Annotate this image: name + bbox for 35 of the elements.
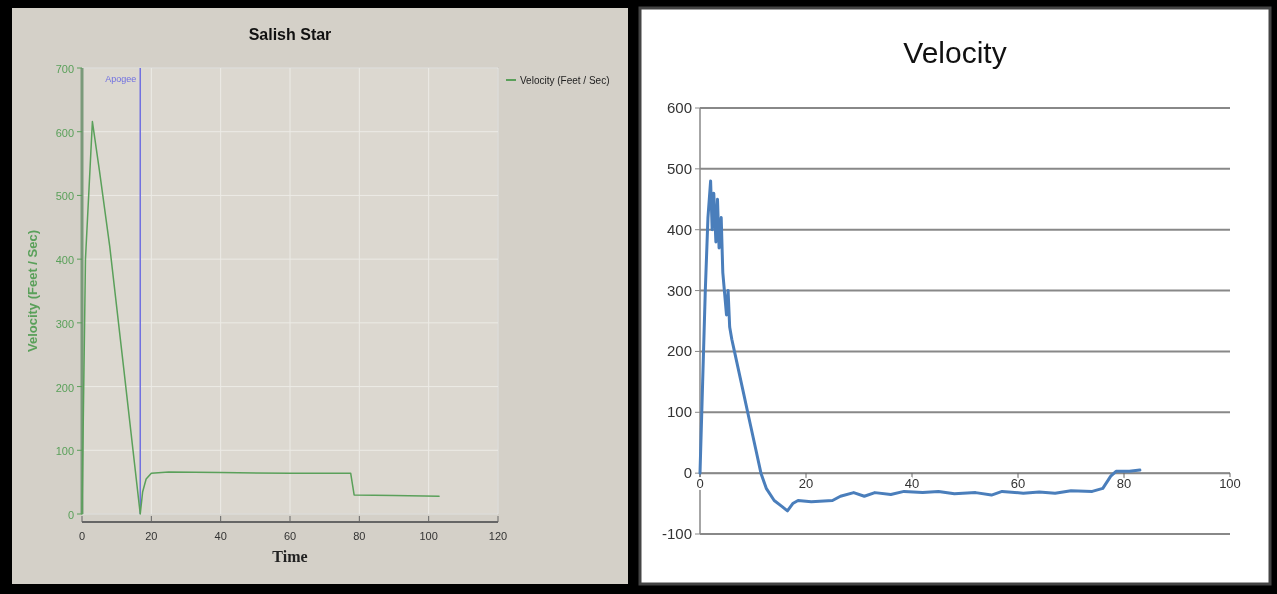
x-tick-label: 40	[214, 530, 227, 542]
x-tick-label: 60	[1010, 476, 1026, 492]
y-tick-label: 200	[666, 342, 692, 360]
y-tick-label: 300	[666, 281, 692, 299]
chart-title: Salish Star	[248, 26, 332, 43]
y-tick-label: 600	[55, 126, 74, 139]
x-axis-title: Time	[272, 548, 308, 565]
y-tick-label: 500	[55, 190, 74, 203]
x-tick-label: 0	[78, 530, 86, 542]
x-tick-label: 100	[1219, 476, 1241, 492]
line-series	[698, 179, 1142, 513]
ref-line-label: Apogee	[105, 74, 137, 84]
y-tick-label: 300	[55, 317, 74, 330]
x-tick-label: 80	[1116, 476, 1132, 492]
y-tick-label: 100	[55, 445, 74, 458]
x-tick-label: 0	[696, 476, 704, 492]
chart-title: Velocity	[903, 36, 1007, 69]
y-axis-title: Velocity (Feet / Sec)	[25, 229, 40, 353]
y-tick-label: 700	[55, 63, 74, 75]
y-tick-label: 100	[666, 403, 692, 421]
x-tick-label: 40	[904, 476, 920, 492]
legend-label: Velocity (Feet / Sec)	[520, 75, 610, 86]
x-tick-label: 20	[145, 530, 158, 542]
y-tick-label: 600	[666, 99, 692, 116]
y-tick-label: 500	[666, 159, 692, 177]
x-tick-label: 20	[798, 476, 814, 492]
x-tick-label: 80	[353, 530, 366, 542]
y-tick-label: 400	[55, 254, 74, 267]
y-tick-label: 200	[55, 381, 74, 394]
x-tick-label: 60	[283, 530, 297, 542]
y-tick-label: -100	[661, 525, 692, 542]
x-tick-label: 100	[419, 530, 438, 542]
x-tick-label: 120	[488, 530, 508, 542]
y-tick-label: 0	[67, 509, 74, 521]
y-tick-label: 400	[666, 220, 692, 238]
